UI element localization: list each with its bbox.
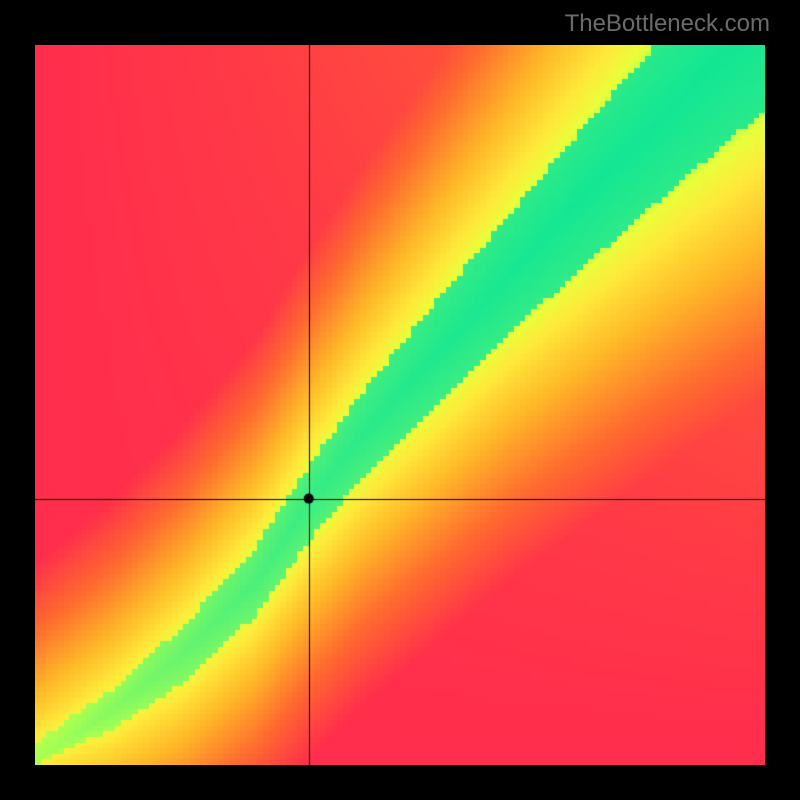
chart-container: { "canvas": { "width": 800, "height": 80… — [0, 0, 800, 800]
watermark-text: TheBottleneck.com — [565, 10, 770, 38]
bottleneck-heatmap — [35, 45, 765, 765]
